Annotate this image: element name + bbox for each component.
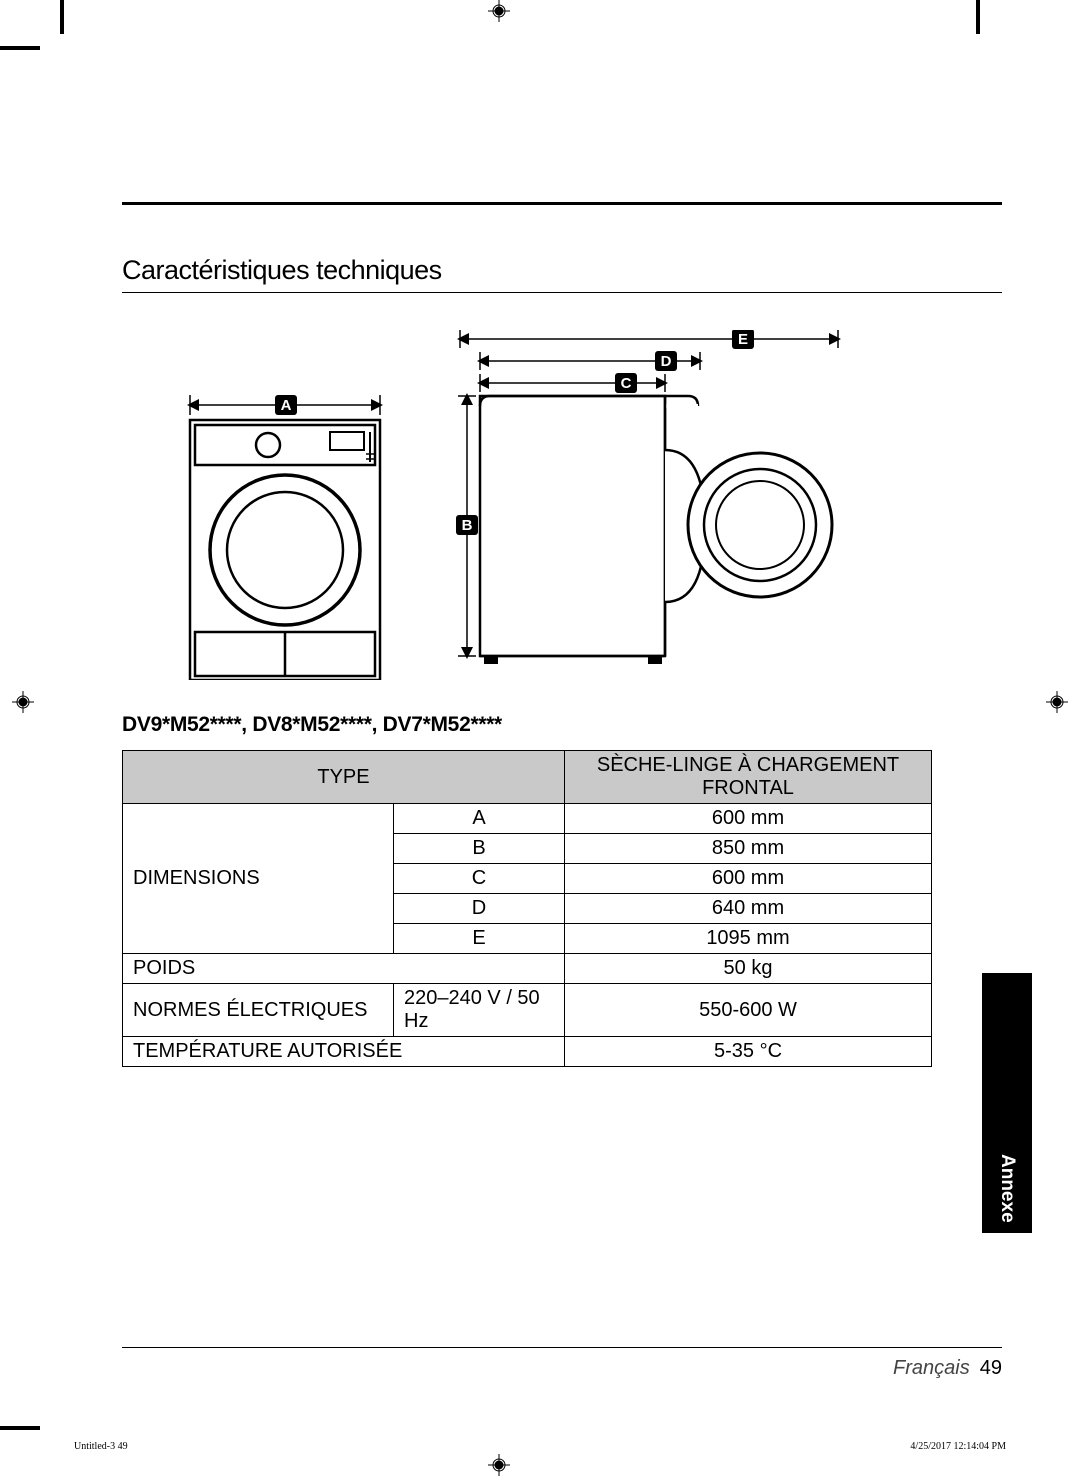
crop-mark xyxy=(976,0,980,34)
registration-mark-bottom xyxy=(488,1454,510,1476)
weight-label: POIDS xyxy=(123,954,565,984)
elec-label: NORMES ÉLECTRIQUES xyxy=(123,984,394,1037)
registration-mark-top xyxy=(488,0,510,22)
temp-label: TEMPÉRATURE AUTORISÉE xyxy=(123,1037,565,1067)
elec-voltage: 220–240 V / 50 Hz xyxy=(394,984,565,1037)
registration-mark-right xyxy=(1046,691,1068,713)
section-title: Caractéristiques techniques xyxy=(122,255,1002,293)
side-tab-annexe: Annexe xyxy=(982,973,1032,1233)
dim-val: 600 mm xyxy=(565,864,932,894)
model-numbers: DV9*M52****, DV8*M52****, DV7*M52**** xyxy=(122,713,502,737)
footer-rule xyxy=(122,1347,1002,1348)
dim-key: A xyxy=(394,804,565,834)
table-row: DIMENSIONS A 600 mm xyxy=(123,804,932,834)
dim-key: C xyxy=(394,864,565,894)
table-row: TEMPÉRATURE AUTORISÉE 5-35 °C xyxy=(123,1037,932,1067)
page: Caractéristiques techniques A xyxy=(0,0,1080,1476)
dim-val: 1095 mm xyxy=(565,924,932,954)
header-desc: SÈCHE-LINGE À CHARGEMENT FRONTAL xyxy=(565,751,932,804)
temp-val: 5-35 °C xyxy=(565,1037,932,1067)
table-header-row: TYPE SÈCHE-LINGE À CHARGEMENT FRONTAL xyxy=(123,751,932,804)
spec-table: TYPE SÈCHE-LINGE À CHARGEMENT FRONTAL DI… xyxy=(122,750,932,1067)
dim-val: 850 mm xyxy=(565,834,932,864)
dim-label-d: D xyxy=(661,353,672,370)
side-tab-label: Annexe xyxy=(996,1154,1018,1223)
weight-val: 50 kg xyxy=(565,954,932,984)
dim-val: 640 mm xyxy=(565,894,932,924)
dim-label-e: E xyxy=(738,331,748,348)
crop-mark xyxy=(60,0,64,34)
dim-label-a: A xyxy=(281,397,292,414)
crop-mark xyxy=(0,46,40,50)
dim-key: D xyxy=(394,894,565,924)
footer-language: Français49 xyxy=(893,1357,1002,1380)
print-meta-left: Untitled-3 49 xyxy=(74,1441,128,1452)
table-row: NORMES ÉLECTRIQUES 220–240 V / 50 Hz 550… xyxy=(123,984,932,1037)
header-type: TYPE xyxy=(123,751,565,804)
dim-label-b: B xyxy=(462,517,473,534)
crop-mark xyxy=(0,1426,40,1430)
technical-diagram: A xyxy=(130,330,870,680)
dim-val: 600 mm xyxy=(565,804,932,834)
header-rule xyxy=(122,202,1002,205)
table-row: POIDS 50 kg xyxy=(123,954,932,984)
dim-key: E xyxy=(394,924,565,954)
dim-label-c: C xyxy=(621,375,632,392)
dimensions-label: DIMENSIONS xyxy=(123,804,394,954)
registration-mark-left xyxy=(12,691,34,713)
dim-key: B xyxy=(394,834,565,864)
print-meta-right: 4/25/2017 12:14:04 PM xyxy=(910,1441,1006,1452)
elec-watt: 550-600 W xyxy=(565,984,932,1037)
